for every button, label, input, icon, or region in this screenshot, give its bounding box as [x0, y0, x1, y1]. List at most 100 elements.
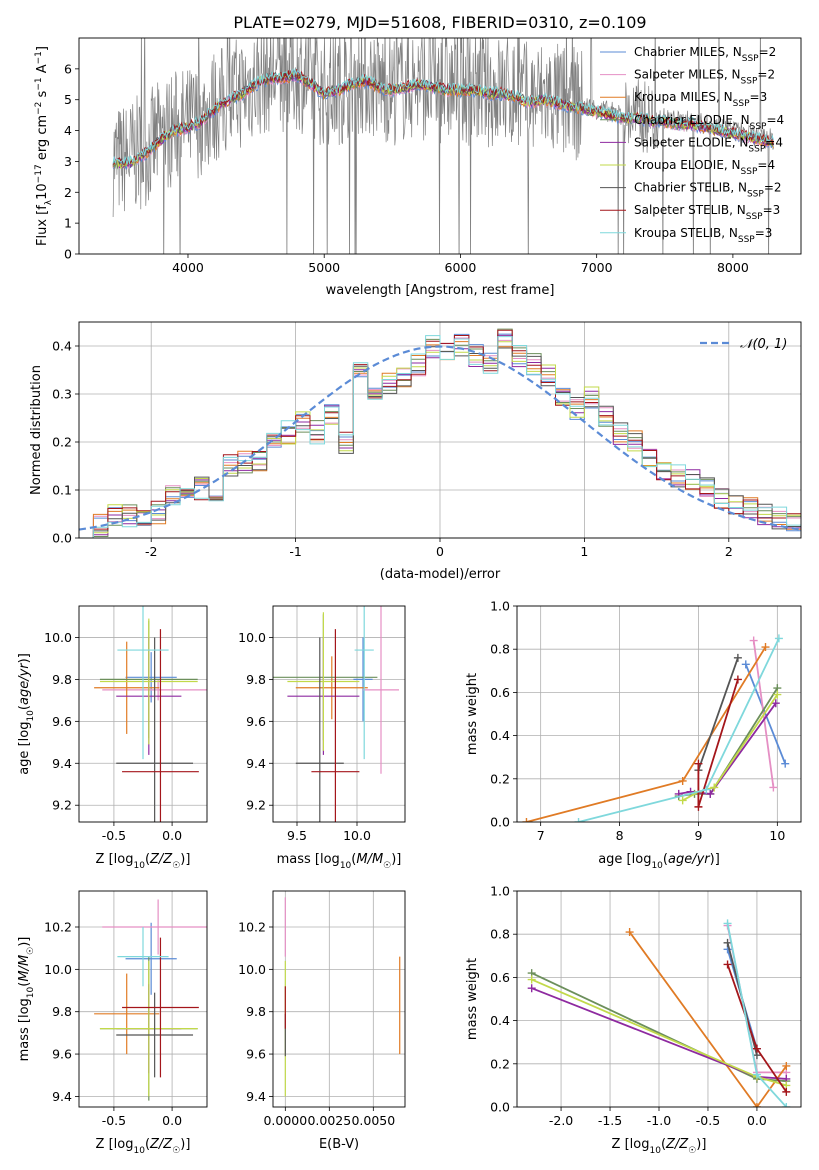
panel-age_vs_mass: 9.5 10.0 9.2 9.4 9.6 9.8 10.0 mass [log10(M/M☉)… [238, 605, 406, 871]
legend-label: 𝒩(0, 1) [740, 337, 787, 352]
x-tick-label: 6000 [445, 260, 477, 275]
y-tick-label: 4 [64, 123, 72, 138]
plus-marker [733, 675, 742, 684]
y-tick-label: 9.8 [246, 1004, 266, 1019]
y-tick-label: 2 [64, 185, 72, 200]
plus-marker [527, 984, 536, 993]
axes-frame [78, 890, 208, 1108]
y-tick-label: 5 [64, 92, 72, 107]
y-tick-label: 10.0 [44, 630, 72, 645]
y-tick-label: 0.6 [490, 970, 510, 985]
series-line-salpeter-elodie [678, 702, 777, 795]
y-tick-label: 6 [64, 61, 72, 76]
axes-frame [78, 321, 802, 539]
x-tick-label: -1 [289, 544, 301, 559]
plus-marker [522, 818, 531, 822]
y-tick-label: 9.6 [246, 1047, 266, 1062]
y-tick-label: 9.4 [52, 1089, 72, 1104]
legend-label: Salpeter ELODIE, NSSP=4 [634, 135, 783, 154]
legend-label: Chabrier MILES, NSSP=2 [634, 45, 776, 64]
panel-residuals: -2 -1 0 1 2 0.0 0.1 0.2 0.3 0.4 (data-model)/error… [29, 321, 802, 582]
plus-marker [625, 928, 634, 937]
model-line-chabrier-elodie [112, 72, 774, 170]
y-tick-label: 1.0 [490, 884, 510, 899]
axes-frame [78, 37, 802, 255]
legend-label: Chabrier STELIB, NSSP=2 [634, 181, 782, 200]
x-tick-label: 2 [725, 544, 733, 559]
hist-plot-area [79, 328, 801, 538]
x-tick-label: 10 [769, 828, 785, 843]
y-axis-label: Flux [fλ10−17 erg cm−2 s−1 A−1] [34, 46, 54, 246]
x-tick-label: 0 [436, 544, 444, 559]
x-axis-label: wavelength [Angstrom, rest frame] [326, 283, 555, 298]
y-tick-label: 9.4 [246, 1089, 266, 1104]
y-tick-label: 0.3 [52, 387, 72, 402]
plus-marker [749, 636, 758, 645]
y-axis-label: age [log10(age/yr)] [17, 653, 36, 775]
plus-marker [782, 1061, 791, 1070]
y-tick-label: 3 [64, 154, 72, 169]
x-axis-label: (data-model)/error [380, 567, 501, 582]
legend: Chabrier MILES, NSSP=2 Salpeter MILES, NS… [600, 45, 784, 245]
y-tick-label: 9.4 [246, 756, 266, 771]
line-area [522, 634, 790, 822]
series-line-kroupa-miles [526, 646, 767, 822]
plus-marker [694, 802, 703, 811]
x-tick-label: -0.5 [102, 828, 126, 843]
x-tick-label: 0.0 [162, 1113, 182, 1128]
y-axis-label: mass weight [465, 673, 480, 755]
axes-frame [78, 605, 208, 823]
legend-label: Chabrier ELODIE, NSSP=4 [634, 113, 784, 132]
line-area [527, 919, 791, 1107]
x-tick-label: 8000 [717, 260, 749, 275]
plus-marker [771, 699, 780, 708]
errorbar-area [273, 606, 399, 822]
plus-marker [773, 690, 782, 699]
spectrum-plot-area [112, 38, 774, 254]
errorbar-area [94, 899, 207, 1101]
panel-mass_vs_Z: -0.5 0.0 9.4 9.6 9.8 10.0 10.2 Z [log10(Z/Z☉)] m… [17, 890, 208, 1156]
x-axis-label: Z [log10(Z/Z☉)] [612, 1137, 707, 1156]
y-tick-label: 9.8 [52, 672, 72, 687]
plus-marker [723, 938, 732, 947]
axes-frame [516, 890, 802, 1108]
model-line-kroupa-stelib [112, 68, 774, 165]
y-tick-label: 9.2 [246, 798, 266, 813]
plus-marker [702, 785, 711, 794]
panel-spectrum: 4000 5000 6000 7000 8000 0 1 2 3 4 5 6 wavelength [A… [34, 37, 802, 298]
plus-marker [741, 660, 750, 669]
y-tick-label: 0.8 [490, 642, 510, 657]
x-axis-label: E(B-V) [319, 1137, 359, 1152]
axes-frame [272, 890, 406, 1108]
legend-label: Kroupa ELODIE, NSSP=4 [634, 158, 775, 177]
plus-marker [782, 1087, 791, 1096]
y-tick-label: 9.2 [52, 798, 72, 813]
plus-marker [694, 759, 703, 768]
y-tick-label: 9.8 [246, 672, 266, 687]
plus-marker [678, 776, 687, 785]
y-tick-label: 0.8 [490, 927, 510, 942]
y-tick-label: 10.0 [44, 962, 72, 977]
y-axis-label: mass [log10(M/M☉)] [17, 937, 36, 1062]
y-tick-label: 9.6 [246, 714, 266, 729]
x-tick-label: 7 [537, 828, 545, 843]
y-tick-label: 0.4 [490, 728, 510, 743]
axes-frame [516, 605, 802, 823]
y-tick-label: 9.6 [52, 1047, 72, 1062]
y-tick-label: 0 [64, 247, 72, 262]
panel-age_vs_Z: -0.5 0.0 9.2 9.4 9.6 9.8 10.0 Z [log10(Z/Z☉)] ag… [17, 605, 208, 871]
plus-marker [781, 759, 790, 768]
y-tick-label: 9.4 [52, 756, 72, 771]
plus-marker [774, 634, 783, 643]
y-tick-label: 0.1 [52, 483, 72, 498]
plus-marker [733, 653, 742, 662]
x-axis-label: Z [log10(Z/Z☉)] [96, 1137, 191, 1156]
x-axis-label: mass [log10(M/M☉)] [277, 852, 402, 871]
plus-marker [527, 975, 536, 984]
errorbar-area [94, 606, 207, 822]
errorbar-area [284, 897, 401, 1097]
model-line-salpeter-elodie [112, 70, 774, 169]
x-tick-label: 9.5 [287, 828, 307, 843]
plus-marker [761, 643, 770, 652]
